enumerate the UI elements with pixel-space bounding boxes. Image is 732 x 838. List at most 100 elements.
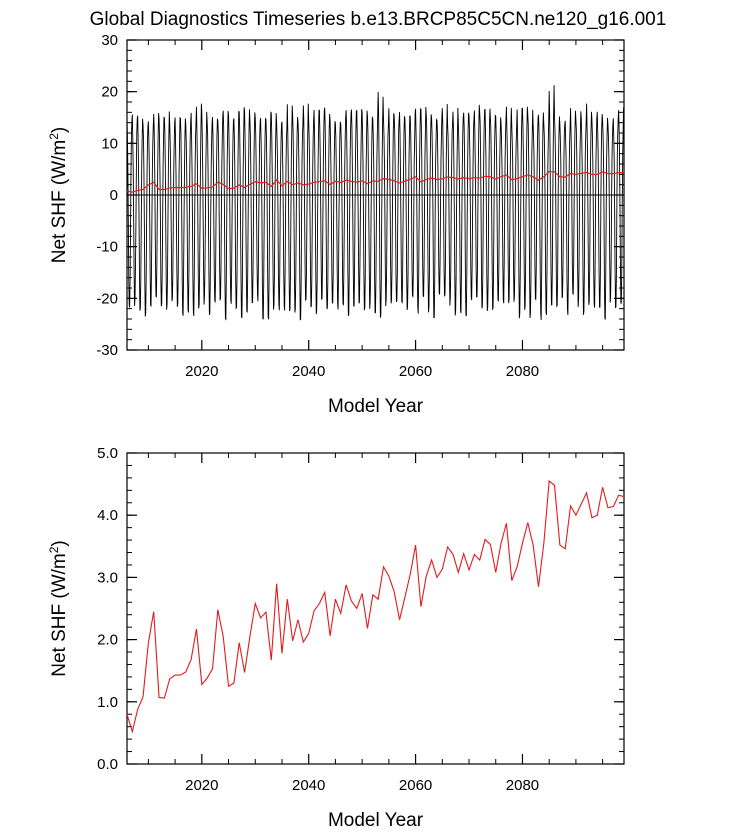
- x-tick-label: 2060: [399, 363, 432, 380]
- data-point: [452, 554, 453, 555]
- data-point: [297, 619, 298, 620]
- data-point: [351, 600, 352, 601]
- data-point: [319, 603, 320, 604]
- data-point: [420, 606, 421, 607]
- data-point: [597, 515, 598, 516]
- data-point: [356, 608, 357, 609]
- data-point: [372, 594, 373, 595]
- data-point: [142, 696, 143, 697]
- y-tick-label: 0: [110, 187, 118, 204]
- data-point: [255, 603, 256, 604]
- y-axis-title: Net SHF (W/m2): [47, 540, 70, 677]
- data-point: [623, 496, 624, 497]
- data-point: [153, 611, 154, 612]
- data-point: [175, 674, 176, 675]
- data-point: [543, 543, 544, 544]
- data-point: [570, 505, 571, 506]
- x-tick-label: 2040: [292, 777, 325, 794]
- data-point: [196, 628, 197, 629]
- y-tick-label: 5.0: [97, 445, 118, 462]
- data-point: [559, 544, 560, 545]
- y-tick-label: 1.0: [97, 694, 118, 711]
- data-point: [169, 678, 170, 679]
- data-point: [613, 506, 614, 507]
- y-axis-title: Net SHF (W/m2): [47, 127, 70, 264]
- data-point: [554, 485, 555, 486]
- data-point: [217, 609, 218, 610]
- y-axis-title-superscript: 2: [47, 546, 61, 553]
- data-point: [511, 580, 512, 581]
- data-point: [335, 599, 336, 600]
- data-point: [292, 640, 293, 641]
- data-point: [265, 612, 266, 613]
- y-axis-title-superscript: 2: [47, 133, 61, 140]
- data-point: [468, 569, 469, 570]
- data-point: [233, 683, 234, 684]
- data-point: [191, 659, 192, 660]
- data-point: [522, 543, 523, 544]
- data-point: [618, 495, 619, 496]
- data-point: [362, 593, 363, 594]
- data-point: [538, 586, 539, 587]
- data-point: [527, 522, 528, 523]
- y-tick-label: 10: [101, 135, 118, 152]
- annual-mean-line: [126, 170, 625, 193]
- y-tick-label: 2.0: [97, 632, 118, 649]
- y-axis-title-text: Net SHF (W/m: [49, 553, 70, 677]
- data-point: [399, 619, 400, 620]
- y-axis-title-text: Net SHF (W/m: [49, 140, 70, 264]
- data-point: [607, 507, 608, 508]
- data-point: [378, 599, 379, 600]
- data-point: [137, 709, 138, 710]
- data-point: [260, 617, 261, 618]
- y-tick-label: 20: [101, 84, 118, 101]
- data-point: [458, 572, 459, 573]
- data-point: [244, 672, 245, 673]
- data-point: [575, 515, 576, 516]
- figure-title: Global Diagnostics Timeseries b.e13.BRCP…: [90, 9, 667, 30]
- data-point: [329, 635, 330, 636]
- x-tick-label: 2020: [185, 777, 218, 794]
- data-point: [249, 636, 250, 637]
- y-tick-label: -30: [96, 342, 118, 359]
- x-tick-label: 2040: [292, 363, 325, 380]
- data-point: [228, 686, 229, 687]
- panel-bottom: 2020 2040 2060 2080 0.0 1.0 2.0 3.0 4.0 5.0 Model …: [47, 445, 625, 831]
- data-point: [479, 559, 480, 560]
- data-point: [148, 642, 149, 643]
- data-point: [164, 697, 165, 698]
- data-point: [565, 548, 566, 549]
- data-point: [276, 583, 277, 584]
- data-point: [388, 576, 389, 577]
- data-point: [201, 684, 202, 685]
- data-point: [394, 591, 395, 592]
- x-tick-label: 2080: [506, 777, 539, 794]
- data-point: [404, 597, 405, 598]
- data-point: [484, 539, 485, 540]
- y-axis-title-close: ): [49, 540, 70, 546]
- x-tick-label: 2020: [185, 363, 218, 380]
- data-point: [340, 613, 341, 614]
- data-point: [447, 546, 448, 547]
- data-point: [126, 714, 127, 715]
- data-point: [185, 671, 186, 672]
- y-tick-label: 0.0: [97, 756, 118, 773]
- data-point: [287, 599, 288, 600]
- y-axis-title-close: ): [49, 127, 70, 133]
- data-point: [180, 674, 181, 675]
- data-point: [346, 584, 347, 585]
- annual-mean-line: [126, 479, 625, 734]
- data-point: [410, 574, 411, 575]
- data-point: [586, 492, 587, 493]
- y-tick-label: 30: [101, 32, 118, 49]
- data-point: [602, 487, 603, 488]
- data-point: [591, 517, 592, 518]
- data-point: [581, 503, 582, 504]
- x-tick-label: 2080: [506, 363, 539, 380]
- panel-top: 2020 2040 2060 2080 -30 -20 -10 0 10 20 30 Model Ye…: [47, 32, 625, 417]
- data-point: [281, 653, 282, 654]
- data-point: [383, 566, 384, 567]
- data-point: [436, 577, 437, 578]
- data-point: [463, 553, 464, 554]
